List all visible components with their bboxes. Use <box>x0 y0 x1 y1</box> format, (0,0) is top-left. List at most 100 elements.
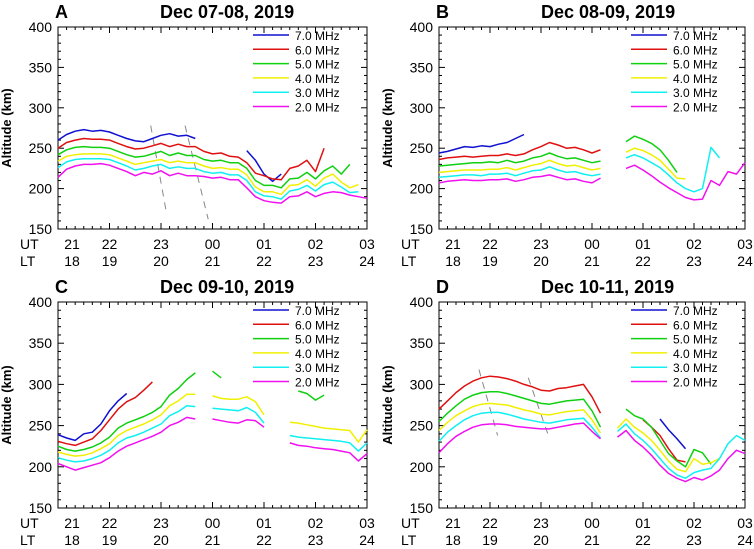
series-line-50mhz <box>57 372 196 452</box>
lt-axis-label: LT <box>401 253 417 269</box>
ut-tick-label: 01 <box>635 236 651 252</box>
lt-tick-label: 19 <box>102 253 118 269</box>
legend-label: 2.0 MHz <box>673 101 718 115</box>
legend-label: 4.0 MHz <box>673 72 718 86</box>
lt-tick-label: 21 <box>205 532 221 548</box>
legend-label: 7.0 MHz <box>673 29 718 43</box>
legend-label: 5.0 MHz <box>673 58 718 72</box>
ut-tick-label: 21 <box>445 236 461 252</box>
series-line-20mhz <box>57 162 368 204</box>
y-axis-label: Altitude (km) <box>0 365 14 444</box>
lt-tick-label: 23 <box>308 253 324 269</box>
lt-tick-label: 20 <box>153 253 169 269</box>
lt-tick-label: 24 <box>737 532 753 548</box>
ut-tick-label: 02 <box>686 236 702 252</box>
ut-axis-label: UT <box>401 236 420 252</box>
series-line-60mhz <box>438 375 602 414</box>
dashed-guide-line <box>150 125 167 212</box>
legend-label: 7.0 MHz <box>673 304 718 318</box>
y-tick-label: 300 <box>410 376 434 392</box>
legend-label: 6.0 MHz <box>295 43 340 57</box>
lt-tick-label: 23 <box>686 532 702 548</box>
lt-tick-label: 19 <box>482 532 498 548</box>
series-line-20mhz <box>625 162 746 201</box>
legend-label: 4.0 MHz <box>673 347 718 361</box>
series-line-40mhz <box>438 402 602 434</box>
y-tick-label: 400 <box>410 294 434 310</box>
ut-tick-label: 00 <box>205 236 221 252</box>
lt-axis-label: LT <box>401 532 417 548</box>
legend-label: 3.0 MHz <box>295 86 340 100</box>
dashed-guide-line <box>184 125 209 220</box>
legend-label: 7.0 MHz <box>295 29 340 43</box>
ut-tick-label: 22 <box>482 236 498 252</box>
y-tick-label: 250 <box>410 140 434 156</box>
y-tick-label: 300 <box>29 376 53 392</box>
panel-d: D Dec 10-11, 2019 150 200 250 300 350 400 Altitu… <box>380 277 753 548</box>
ut-tick-label: 22 <box>482 515 498 531</box>
ut-tick-label: 23 <box>533 236 549 252</box>
ut-tick-label: 01 <box>256 515 272 531</box>
y-tick-label: 200 <box>29 181 53 197</box>
panel-title: Dec 08-09, 2019 <box>541 2 675 22</box>
series-line-40mhz <box>289 421 368 443</box>
series-line-30mhz <box>57 157 359 200</box>
lt-tick-label: 18 <box>445 532 461 548</box>
series-line-40mhz <box>57 153 359 196</box>
legend-label: 4.0 MHz <box>295 347 340 361</box>
legend-label: 6.0 MHz <box>673 318 718 332</box>
series-line-50mhz <box>57 145 351 189</box>
series-line-50mhz <box>298 390 325 401</box>
ut-axis-label: UT <box>20 515 39 531</box>
panel-letter: B <box>436 2 449 22</box>
legend-label: 4.0 MHz <box>295 72 340 86</box>
lt-tick-label: 23 <box>308 532 324 548</box>
series-line-70mhz <box>659 418 687 450</box>
lt-tick-label: 21 <box>205 253 221 269</box>
series-line-20mhz <box>617 429 746 483</box>
legend-label: 2.0 MHz <box>295 376 340 390</box>
ut-tick-label: 22 <box>102 236 118 252</box>
series-line-30mhz <box>625 146 721 193</box>
series-line-40mhz <box>438 159 601 174</box>
ut-tick-label: 03 <box>359 236 375 252</box>
ut-tick-label: 01 <box>635 515 651 531</box>
lt-tick-label: 22 <box>256 532 272 548</box>
series-line-70mhz <box>57 128 196 143</box>
ut-tick-label: 21 <box>445 515 461 531</box>
lt-tick-label: 21 <box>584 253 600 269</box>
panel-title: Dec 07-08, 2019 <box>160 2 294 22</box>
ut-tick-label: 23 <box>153 515 169 531</box>
ut-tick-label: 00 <box>205 515 221 531</box>
ut-tick-label: 00 <box>584 515 600 531</box>
series-line-40mhz <box>616 418 720 473</box>
ut-tick-label: 21 <box>64 515 80 531</box>
legend-label: 2.0 MHz <box>673 376 718 390</box>
lt-tick-label: 24 <box>359 532 375 548</box>
y-tick-label: 150 <box>29 221 53 237</box>
legend-label: 7.0 MHz <box>295 304 340 318</box>
lt-axis-label: LT <box>20 532 36 548</box>
series-line-50mhz <box>625 408 712 468</box>
y-tick-label: 400 <box>29 19 53 35</box>
y-tick-label: 200 <box>410 181 434 197</box>
panel-letter: D <box>436 277 449 297</box>
lt-tick-label: 24 <box>737 253 753 269</box>
panel-letter: C <box>55 277 68 297</box>
ut-tick-label: 03 <box>737 515 753 531</box>
ut-tick-label: 22 <box>102 515 118 531</box>
lt-tick-label: 24 <box>359 253 375 269</box>
lt-tick-label: 18 <box>64 532 80 548</box>
lt-tick-label: 20 <box>533 532 549 548</box>
legend-label: 3.0 MHz <box>673 86 718 100</box>
lt-tick-label: 20 <box>533 253 549 269</box>
legend-label: 5.0 MHz <box>295 333 340 347</box>
y-tick-label: 350 <box>410 59 434 75</box>
y-tick-label: 150 <box>410 500 434 516</box>
series-line-30mhz <box>289 434 368 452</box>
lt-tick-label: 18 <box>64 253 80 269</box>
ut-tick-label: 02 <box>686 515 702 531</box>
lt-tick-label: 21 <box>584 532 600 548</box>
y-tick-label: 200 <box>410 459 434 475</box>
